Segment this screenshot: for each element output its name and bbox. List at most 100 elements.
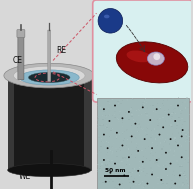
Circle shape	[98, 9, 123, 33]
Bar	[156, 119, 158, 120]
Circle shape	[128, 156, 130, 158]
Bar	[119, 150, 120, 152]
Bar	[151, 151, 152, 153]
Bar	[108, 159, 109, 160]
Bar	[139, 110, 141, 111]
Bar	[185, 165, 186, 167]
Bar	[128, 179, 130, 180]
Bar	[97, 164, 99, 165]
Bar	[99, 150, 100, 152]
Bar	[140, 183, 141, 184]
Bar	[171, 107, 173, 108]
Circle shape	[177, 145, 179, 146]
Bar	[145, 186, 146, 187]
Bar	[184, 161, 185, 162]
Bar	[141, 128, 142, 129]
Bar	[185, 108, 186, 109]
Bar	[107, 128, 108, 129]
Bar	[123, 140, 124, 141]
Bar	[106, 154, 107, 156]
Bar	[182, 187, 184, 188]
Bar	[101, 136, 102, 137]
Bar	[182, 184, 183, 186]
Bar	[182, 102, 183, 103]
Bar	[163, 169, 164, 170]
Bar	[164, 114, 165, 115]
Bar	[112, 151, 113, 152]
Bar	[117, 118, 118, 119]
Circle shape	[103, 159, 105, 161]
Bar	[163, 183, 164, 184]
Bar	[125, 173, 126, 174]
Bar	[146, 101, 147, 103]
Bar	[156, 162, 157, 163]
Bar	[174, 155, 175, 156]
Bar	[175, 141, 176, 142]
Bar	[115, 163, 116, 164]
Bar	[138, 183, 140, 184]
Bar	[133, 186, 134, 187]
Bar	[107, 152, 108, 153]
Circle shape	[162, 126, 164, 128]
Bar	[106, 149, 108, 150]
Bar	[143, 171, 144, 172]
Bar	[177, 164, 179, 165]
Bar	[103, 183, 104, 184]
Bar	[118, 162, 119, 163]
Bar	[155, 152, 156, 153]
Bar	[170, 118, 172, 119]
Bar	[155, 112, 157, 113]
Bar	[162, 103, 163, 104]
Bar	[166, 167, 168, 168]
Bar	[130, 175, 131, 176]
Circle shape	[146, 183, 148, 184]
Bar	[185, 150, 187, 151]
Bar	[153, 187, 154, 188]
Bar	[103, 142, 104, 143]
Bar	[126, 99, 128, 100]
Bar	[97, 119, 99, 121]
Bar	[166, 161, 168, 162]
Bar	[183, 158, 184, 159]
Bar	[185, 184, 187, 185]
Bar	[141, 105, 143, 106]
Bar	[158, 166, 160, 167]
Circle shape	[142, 161, 144, 163]
Bar	[114, 114, 115, 115]
Circle shape	[103, 134, 105, 136]
Text: WE: WE	[19, 172, 31, 181]
Bar	[157, 159, 159, 160]
Bar	[145, 162, 146, 163]
Bar	[126, 129, 128, 130]
Bar	[118, 175, 119, 177]
Bar	[109, 176, 111, 177]
Bar	[163, 100, 164, 101]
Bar	[170, 118, 171, 119]
Bar	[97, 127, 98, 128]
Bar	[165, 139, 166, 140]
Bar	[168, 143, 170, 145]
Bar	[122, 138, 123, 139]
Circle shape	[181, 136, 183, 137]
Bar	[183, 173, 185, 174]
Bar	[145, 131, 146, 132]
Ellipse shape	[127, 50, 152, 62]
Bar	[165, 163, 167, 164]
Bar	[126, 176, 127, 177]
Bar	[107, 165, 108, 166]
Bar	[127, 177, 128, 178]
Bar	[186, 139, 188, 140]
Bar	[174, 103, 175, 104]
Bar	[181, 146, 182, 147]
Bar	[158, 158, 160, 160]
Bar	[169, 139, 170, 141]
Circle shape	[151, 147, 153, 149]
Bar	[112, 134, 113, 135]
Bar	[159, 137, 160, 138]
Bar	[172, 98, 174, 99]
Bar	[109, 115, 110, 116]
Bar	[111, 146, 113, 147]
Bar	[148, 175, 149, 176]
Bar	[174, 138, 175, 139]
Bar	[181, 132, 182, 133]
